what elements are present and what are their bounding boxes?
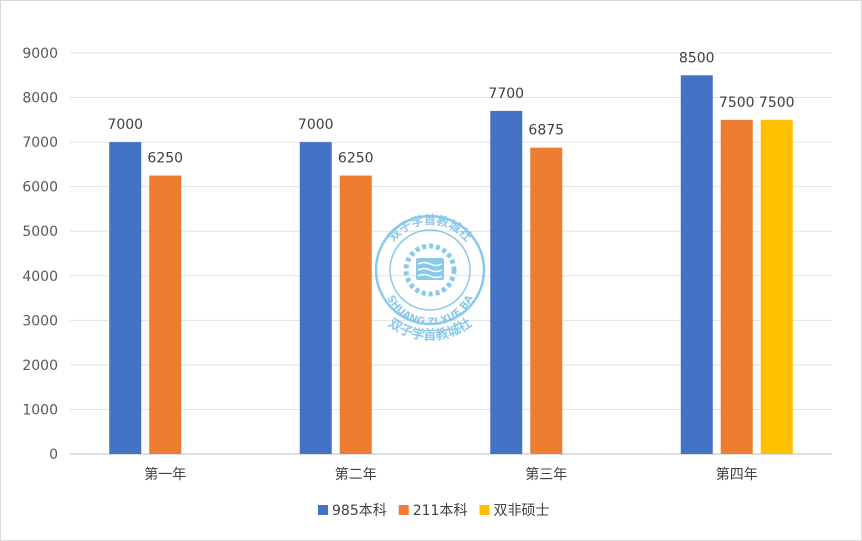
bar <box>530 147 563 455</box>
y-tick-label: 1000 <box>22 402 58 418</box>
y-tick-label: 7000 <box>22 135 58 151</box>
bar <box>490 110 523 454</box>
y-tick-label: 8000 <box>22 91 58 107</box>
bar-data-label: 7500 <box>759 95 795 111</box>
legend-label: 双非硕士 <box>493 503 549 519</box>
x-category-label: 第三年 <box>525 466 567 483</box>
legend-swatch <box>398 505 409 515</box>
legend: 985本科 211本科 双非硕士 <box>318 503 549 519</box>
bar <box>109 142 142 454</box>
legend-swatch <box>479 505 490 515</box>
bar-data-label: 8500 <box>679 50 715 66</box>
data-labels: 7000 6250 7000 6250 7700 6875 8500 7500 7500 <box>107 50 794 166</box>
y-axis-ticks: 0 1000 2000 3000 4000 5000 6000 7000 8000 9000 <box>22 46 58 463</box>
y-tick-label: 6000 <box>22 180 58 196</box>
bar <box>339 175 372 454</box>
x-category-label: 第二年 <box>335 466 377 483</box>
bar <box>720 119 753 454</box>
y-tick-label: 0 <box>49 447 58 463</box>
legend-swatch <box>318 505 328 515</box>
bar-data-label: 7000 <box>298 117 334 133</box>
y-tick-label: 4000 <box>22 269 58 285</box>
bar-data-label: 6250 <box>147 151 183 167</box>
bar-data-label: 6875 <box>528 123 564 139</box>
bar-data-label: 7700 <box>488 86 524 102</box>
legend-label: 211本科 <box>413 503 468 519</box>
bar-data-label: 7500 <box>719 95 755 111</box>
x-category-label: 第四年 <box>716 466 758 483</box>
bar <box>760 119 793 454</box>
bar-data-label: 6250 <box>338 151 374 167</box>
y-tick-label: 9000 <box>22 46 58 62</box>
x-category-label: 第一年 <box>144 466 186 483</box>
y-tick-label: 5000 <box>22 224 58 240</box>
legend-label: 985本科 <box>332 503 387 519</box>
x-axis-categories: 第一年 第二年 第三年 第四年 <box>144 466 758 483</box>
bar <box>149 175 182 454</box>
bars <box>109 75 793 455</box>
y-tick-label: 2000 <box>22 358 58 374</box>
bar <box>680 75 713 455</box>
bar-data-label: 7000 <box>107 117 143 133</box>
y-tick-label: 3000 <box>22 313 58 329</box>
bar <box>299 142 332 454</box>
